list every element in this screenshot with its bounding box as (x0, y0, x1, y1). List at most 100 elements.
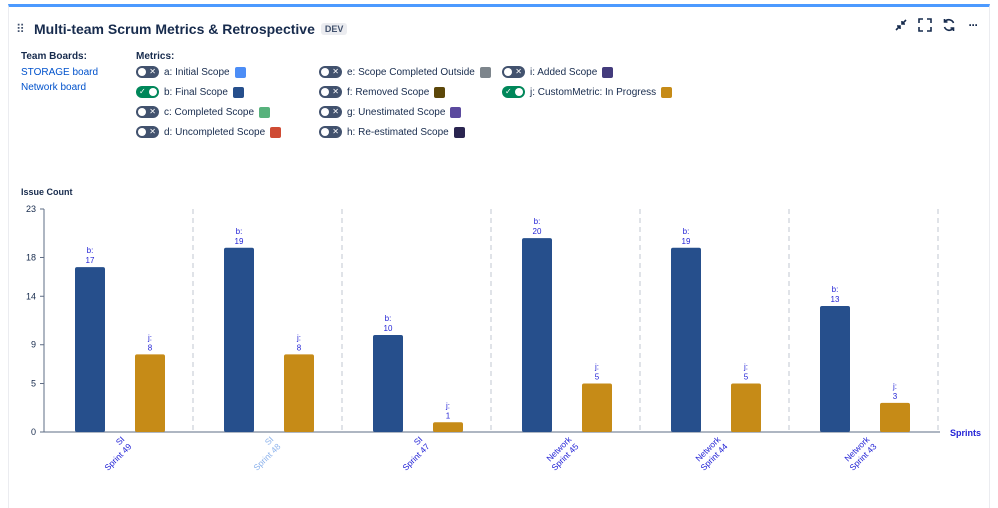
team-boards: Team Boards: STORAGE board Network board (21, 51, 98, 95)
metric-item-d: ✕ d: Uncompleted Scope (136, 125, 282, 139)
data-label-value: 5 (744, 373, 749, 382)
metric-toggle-e[interactable]: ✕ (319, 66, 342, 78)
bar-b (224, 247, 254, 432)
x-tick-label: SISprint 48 (244, 434, 282, 472)
metric-label: j: CustomMetric: In Progress (530, 86, 657, 98)
y-tick-label: 0 (31, 427, 36, 437)
metric-label: h: Re-estimated Scope (347, 126, 449, 138)
metric-label: a: Initial Scope (164, 66, 230, 78)
data-label-value: 10 (384, 324, 393, 333)
data-label-key: j: (296, 333, 301, 342)
data-label-key: b: (236, 227, 243, 236)
data-label-key: j: (892, 382, 897, 391)
bar-j (582, 383, 612, 432)
y-axis-label: Issue Count (21, 187, 73, 197)
env-badge: DEV (320, 23, 348, 35)
x-tick-label: SISprint 47 (393, 434, 431, 472)
metric-label: c: Completed Scope (164, 106, 255, 118)
metric-toggle-d[interactable]: ✕ (136, 126, 159, 138)
data-label-value: 17 (86, 256, 95, 265)
data-label-key: j: (445, 401, 450, 410)
refresh-icon[interactable] (942, 18, 956, 32)
bar-j (284, 354, 314, 432)
drag-handle-icon[interactable]: ⠿ (16, 22, 25, 36)
metric-item-c: ✕ c: Completed Scope (136, 105, 271, 119)
metric-label: f: Removed Scope (347, 86, 430, 98)
data-label-key: j: (147, 333, 152, 342)
metric-toggle-f[interactable]: ✕ (319, 86, 342, 98)
metric-item-b: ✓ b: Final Scope (136, 85, 244, 99)
bar-b (820, 305, 850, 432)
metric-label: g: Unestimated Scope (347, 106, 446, 118)
metric-item-g: ✕ g: Unestimated Scope (319, 105, 462, 119)
bar-j (433, 422, 463, 432)
data-label-key: b: (683, 227, 690, 236)
metric-color-swatch (259, 106, 271, 118)
data-label-value: 5 (595, 373, 600, 382)
data-label-value: 19 (235, 237, 244, 246)
metric-color-swatch (479, 66, 491, 78)
metric-label: b: Final Scope (164, 86, 228, 98)
metric-item-j: ✓ j: CustomMetric: In Progress (502, 85, 673, 99)
bar-b (75, 267, 105, 432)
metric-toggle-c[interactable]: ✕ (136, 106, 159, 118)
team-boards-label: Team Boards: (21, 51, 87, 62)
data-label-key: b: (832, 285, 839, 294)
bar-j (135, 354, 165, 432)
dashboard-card (8, 4, 990, 508)
data-label-value: 1 (446, 411, 451, 420)
data-label-key: b: (385, 314, 392, 323)
metric-color-swatch (450, 106, 462, 118)
x-tick-label-line: Sprint 47 (400, 441, 431, 472)
data-label-value: 13 (831, 295, 840, 304)
metric-color-swatch (234, 66, 246, 78)
metric-label: d: Uncompleted Scope (164, 126, 266, 138)
metric-toggle-a[interactable]: ✕ (136, 66, 159, 78)
data-label-key: j: (594, 363, 599, 372)
data-label-key: b: (534, 217, 541, 226)
metric-color-swatch (453, 126, 465, 138)
data-label-value: 19 (682, 237, 691, 246)
x-tick-label-line: Sprint 49 (102, 441, 133, 472)
metric-item-i: ✕ i: Added Scope (502, 65, 614, 79)
x-tick-label: NetworkSprint 44 (691, 434, 730, 473)
bar-b (671, 247, 701, 432)
metric-toggle-i[interactable]: ✕ (502, 66, 525, 78)
x-axis-label: Sprints (950, 428, 981, 438)
metric-color-swatch (602, 66, 614, 78)
y-tick-label: 14 (26, 291, 36, 301)
data-label-key: j: (743, 363, 748, 372)
metric-toggle-j[interactable]: ✓ (502, 86, 525, 98)
gadget-title: Multi-team Scrum Metrics & Retrospective (34, 21, 315, 37)
metrics-panel: Metrics: ✕ a: Initial Scope ✓ b: Final Scop… (136, 51, 673, 138)
metric-color-swatch (434, 86, 446, 98)
metric-toggle-h[interactable]: ✕ (319, 126, 342, 138)
metric-label: e: Scope Completed Outside (347, 66, 475, 78)
metric-toggle-b[interactable]: ✓ (136, 86, 159, 98)
gadget-header: ⠿ Multi-team Scrum Metrics & Retrospecti… (16, 18, 348, 40)
x-tick-label: NetworkSprint 43 (840, 434, 879, 473)
gadget-toolbar: ··· (894, 18, 980, 32)
bar-b (522, 238, 552, 432)
fullscreen-icon[interactable] (918, 18, 932, 32)
metric-color-swatch (661, 86, 673, 98)
board-link-network[interactable]: Network board (21, 82, 87, 93)
bar-j (880, 402, 910, 432)
metric-item-a: ✕ a: Initial Scope (136, 65, 246, 79)
board-link-storage[interactable]: STORAGE board (21, 67, 99, 78)
x-tick-label-line: Sprint 48 (251, 441, 282, 472)
x-tick-label: SISprint 49 (95, 434, 133, 472)
metric-toggle-g[interactable]: ✕ (319, 106, 342, 118)
metric-label: i: Added Scope (530, 66, 598, 78)
y-tick-label: 5 (31, 379, 36, 389)
data-label-value: 3 (893, 392, 898, 401)
metric-color-swatch (232, 86, 244, 98)
more-icon[interactable]: ··· (968, 18, 979, 32)
metrics-label: Metrics: (136, 51, 175, 62)
y-tick-label: 23 (26, 204, 36, 214)
data-label-value: 20 (533, 227, 542, 236)
minimize-icon[interactable] (894, 18, 908, 32)
data-label-key: b: (87, 246, 94, 255)
data-label-value: 8 (148, 343, 153, 352)
